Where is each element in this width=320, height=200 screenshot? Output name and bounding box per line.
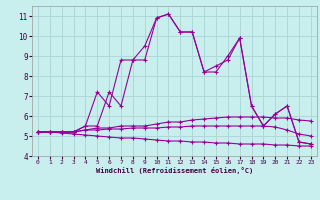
X-axis label: Windchill (Refroidissement éolien,°C): Windchill (Refroidissement éolien,°C): [96, 167, 253, 174]
